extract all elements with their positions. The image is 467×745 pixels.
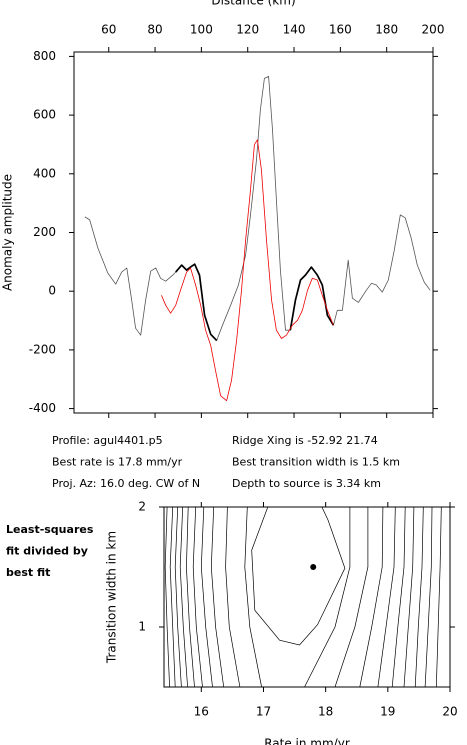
x-tick-label: 17 [256, 705, 271, 719]
contour-line [200, 506, 213, 688]
x-tick-label: 140 [283, 23, 306, 37]
plot-frame [73, 51, 434, 414]
x-tick-label: 19 [380, 705, 395, 719]
contour-line [186, 506, 195, 688]
contour-line [334, 507, 369, 688]
profile-info: Depth to source is 3.34 km [232, 477, 381, 490]
y-tick-label: 400 [33, 166, 56, 180]
contour-line [391, 506, 406, 688]
profile-info: Best rate is 17.8 mm/yr [52, 456, 183, 469]
y-axis-label: Transition width in km [105, 531, 119, 664]
contour-line [244, 506, 262, 688]
contour-line [359, 506, 384, 688]
x-axis-label: Rate in mm/yr [264, 737, 350, 745]
x-tick-label: 180 [375, 23, 398, 37]
x-tick-label: 100 [190, 23, 213, 37]
series-line [161, 139, 334, 402]
side-label: best fit [6, 566, 50, 579]
contour-line [179, 506, 188, 688]
x-axis-label: Distance (km) [211, 0, 295, 8]
y-tick-label: 800 [33, 49, 56, 63]
x-tick-label: 160 [329, 23, 352, 37]
plot-frame [163, 506, 451, 688]
y-tick-label: 0 [48, 284, 56, 298]
series-line [175, 263, 335, 342]
side-label: Least-squares [6, 523, 94, 536]
contour-line [192, 506, 203, 688]
y-axis-label: Anomaly amplitude [1, 174, 15, 291]
contour-line [435, 506, 442, 688]
x-tick-label: 80 [147, 23, 162, 37]
x-tick-label: 20 [442, 705, 457, 719]
contour-line [304, 507, 351, 688]
contour-line [424, 506, 433, 688]
y-tick-label: -200 [29, 342, 56, 356]
side-label: fit divided by [6, 545, 88, 558]
series-line [84, 76, 431, 341]
contour-line [225, 506, 241, 688]
x-tick-label: 16 [194, 705, 209, 719]
profile-info: Proj. Az: 16.0 deg. CW of N [52, 477, 200, 490]
y-tick-label: 600 [33, 108, 56, 122]
contour-line [210, 506, 225, 688]
contour-line [164, 506, 170, 688]
contour-line [414, 506, 424, 688]
profile-info: Best transition width is 1.5 km [232, 456, 400, 469]
best-fit-point [310, 564, 317, 570]
x-tick-label: 120 [236, 23, 259, 37]
contour-line [403, 506, 415, 688]
x-tick-label: 60 [101, 23, 116, 37]
contour-line [174, 506, 182, 688]
contour-line [377, 506, 396, 688]
y-tick-label: -400 [29, 401, 56, 415]
y-tick-label: 200 [33, 225, 56, 239]
x-tick-label: 200 [422, 23, 445, 37]
profile-info: Profile: agul4401.p5 [52, 434, 163, 447]
contour-line [251, 506, 346, 646]
y-tick-label: 1 [138, 620, 146, 634]
contour-line [169, 506, 176, 688]
x-tick-label: 18 [318, 705, 333, 719]
y-tick-label: 2 [138, 500, 146, 514]
profile-info: Ridge Xing is -52.92 21.74 [232, 434, 378, 447]
